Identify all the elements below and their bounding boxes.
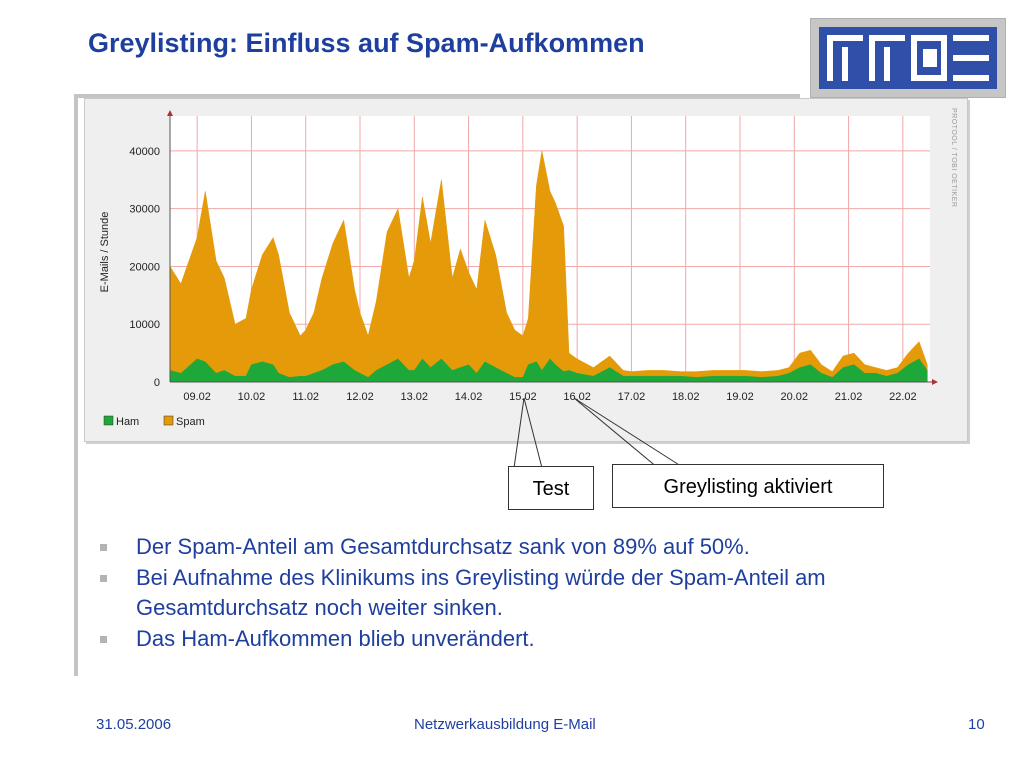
x-tick-label: 14.02 [455,391,483,403]
x-tick-label: 17.02 [618,391,646,403]
x-tick-label: 15.02 [509,391,537,403]
x-axis-arrow [932,379,938,385]
bullet-item: Bei Aufnahme des Klinikums ins Greylisti… [94,563,954,623]
mail-volume-chart: 0 10000 20000 30000 40000 09.02 10.02 11.02 12.0… [99,108,957,428]
x-tick-label: 11.02 [292,391,319,403]
y-axis-label: E-Mails / Stunde [99,212,111,293]
y-tick-label: 40000 [129,146,160,158]
greylisting-pointer-left [573,397,659,469]
bullet-text: Das Ham-Aufkommen blieb unverändert. [136,626,535,651]
x-tick-label: 20.02 [781,391,809,403]
bullet-text: Bei Aufnahme des Klinikums ins Greylisti… [136,565,826,620]
y-tick-label: 30000 [129,204,160,216]
bullet-marker [100,636,107,643]
test-pointer-right [523,397,543,469]
bullet-list: Der Spam-Anteil am Gesamtdurchsatz sank … [94,532,954,655]
slide-title: Greylisting: Einfluss auf Spam-Aufkommen [88,28,645,58]
x-tick-label: 18.02 [672,391,700,403]
footer-date: 31.05.2006 [96,716,172,733]
x-tick-label: 22.02 [889,391,917,403]
greylisting-pointer-right [573,397,685,469]
bullet-marker [100,575,107,582]
left-rule [74,94,78,676]
bullet-marker [100,544,107,551]
bullet-item: Das Ham-Aufkommen blieb unverändert. [94,624,954,654]
spam-area [169,150,928,383]
legend-entry: Spam [176,416,205,428]
test-pointer-left [513,397,525,469]
y-tick-label: 20000 [129,261,160,273]
x-tick-label: 10.02 [238,391,266,403]
logo-graphic [819,27,997,89]
logo [810,18,1006,98]
footer-page-number: 10 [968,716,985,733]
x-tick-label: 21.02 [835,391,863,403]
ham-area [169,358,928,383]
y-axis-arrow [167,110,173,116]
y-tick-label: 10000 [129,319,160,331]
legend-swatch [103,415,114,426]
bullet-item: Der Spam-Anteil am Gesamtdurchsatz sank … [94,532,954,562]
y-tick-label: 0 [154,377,160,389]
x-tick-label: 16.02 [563,391,591,403]
callout-test: Test [508,466,594,510]
x-tick-label: 13.02 [401,391,429,403]
x-tick-label: 09.02 [183,391,211,403]
chart-credit: PROTOOL / TOBI OETIKER [950,108,957,207]
x-tick-label: 12.02 [346,391,374,403]
header-rule [74,94,800,98]
bullet-text: Der Spam-Anteil am Gesamtdurchsatz sank … [136,534,750,559]
callout-greylisting: Greylisting aktiviert [612,464,884,508]
footer-title: Netzwerkausbildung E-Mail [414,716,596,733]
x-tick-label: 19.02 [726,391,754,403]
legend-entry: Ham [116,416,139,428]
legend-swatch [163,415,174,426]
